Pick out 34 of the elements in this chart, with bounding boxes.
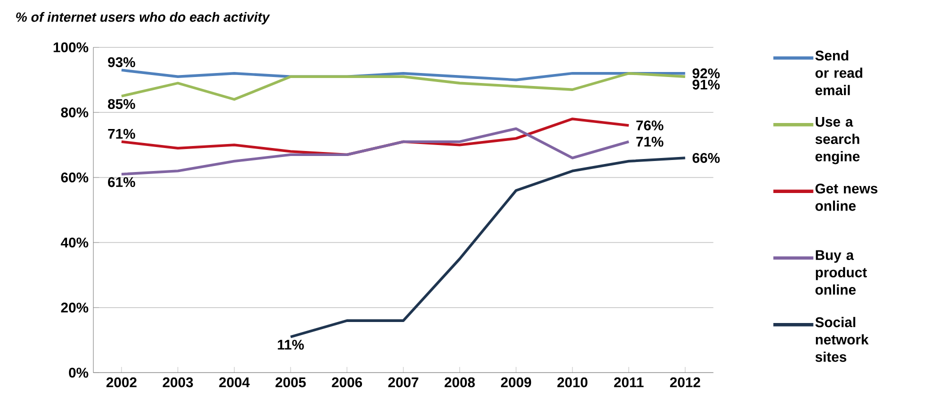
data-label: 93% [108,57,136,68]
legend-label: Get news online [815,184,878,211]
x-tick-label: 2010 [557,377,588,388]
y-tick-label: 60% [61,172,88,182]
y-tick-label: 100% [54,42,88,52]
x-tick-label: 2003 [162,377,193,388]
chart-title: % of internet users who do each activity [16,12,270,24]
y-tick-label: 40% [60,238,88,248]
data-label: 76% [636,120,664,130]
x-tick-label: 2009 [500,377,532,388]
data-label: 61% [108,177,136,188]
legend-label: Social network sites [815,316,869,362]
data-label: 66% [692,153,720,163]
y-tick-label: 80% [61,107,88,118]
y-tick-label: 0% [68,368,88,378]
data-label: 11% [278,340,304,350]
x-tick-label: 2005 [276,377,306,388]
x-tick-label: 2006 [332,377,362,388]
x-tick-label: 2002 [106,377,137,388]
x-tick-label: 2004 [219,377,250,388]
line-series [289,156,686,338]
x-tick-label: 2008 [444,377,475,388]
legend-label: Buy a product online [815,250,867,295]
data-label: 71% [636,136,664,147]
x-tick-label: 2007 [388,377,418,388]
x-tick-label: 2011 [614,377,644,388]
data-label: 91% [692,80,720,90]
data-label: 92% [692,68,720,78]
legend-label: Use a search engine [815,116,860,164]
data-label: 85% [108,99,136,109]
x-tick-label: 2012 [670,377,700,388]
data-label: 71% [108,128,136,139]
y-tick-label: 20% [61,302,88,313]
legend-label: Send or read email [815,50,862,96]
